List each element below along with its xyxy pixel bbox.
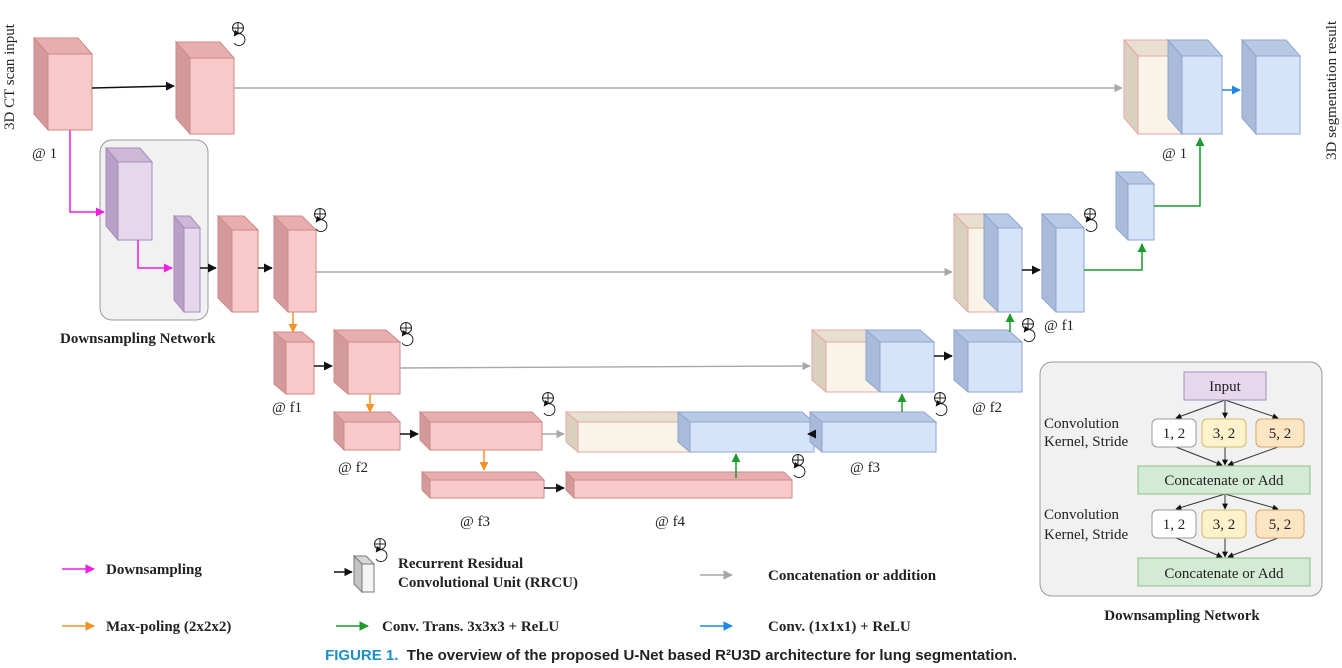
legend-downsampling-label: Downsampling: [106, 562, 202, 578]
level-label-f4: @ f4: [655, 514, 686, 530]
inset-kernel-1-label: 1, 2: [1163, 426, 1186, 442]
inset-kernel-3b-box: [1201, 509, 1247, 539]
enc-f1-block-a: [216, 214, 260, 314]
enc-f3-block-b: [418, 410, 544, 452]
legend-convtrans-label: Conv. Trans. 3x3x3 + ReLU: [382, 619, 559, 635]
legend-rrcu-cube: [352, 554, 376, 594]
inset-title: Downsampling Network: [1104, 608, 1260, 624]
dec-f1-block: [1040, 212, 1086, 314]
skip-f2: [399, 361, 811, 371]
level-label-f3-encoder: @ f3: [460, 514, 490, 530]
level-label-f2-encoder: @ f2: [338, 460, 368, 476]
legend-rrcu-cube-shape: [352, 554, 376, 594]
enc-f4-block-b: [564, 470, 794, 500]
upconv-f1-up: [1084, 243, 1147, 271]
inset-kernel-1b-box: [1151, 509, 1197, 539]
inset-arrow-cat-k1b: [1175, 493, 1226, 511]
inset-concat-box-2: [1137, 557, 1311, 587]
recurrent-symbol-dec-f3: [934, 392, 948, 417]
legend-conv1x1-label: Conv. (1x1x1) + ReLU: [768, 619, 911, 635]
level-label-l1: @ 1: [32, 146, 57, 162]
inset-kernel-5b-label: 5, 2: [1269, 517, 1292, 533]
inset-kernel-3b-label: 3, 2: [1213, 517, 1236, 533]
dec-f2-block: [952, 328, 1024, 394]
input-label: 3D CT scan input: [2, 23, 18, 130]
recurrent-symbol-enc1: [232, 22, 246, 47]
feature-map-blocks: [32, 36, 1302, 500]
inset-arrow-k1b-cat2: [1175, 537, 1223, 558]
dec-f3-concat-blue: [676, 410, 816, 454]
enc-f3-block-a: [332, 410, 402, 452]
inset-conv-label-1a: Convolution: [1044, 416, 1120, 432]
enc1-block: [174, 40, 236, 136]
connection-arrows: [69, 81, 1279, 558]
level-label-f1-encoder: @ f1: [272, 400, 302, 416]
downsample-1: [69, 130, 105, 217]
inset-kernel-1-box: [1151, 418, 1197, 448]
inset-arrow-cat-k5b: [1224, 493, 1279, 511]
enc-f2-block-a: [272, 330, 316, 396]
level-label-out1: @ 1: [1162, 146, 1187, 162]
inset-arrow-in-k1: [1175, 399, 1226, 419]
enc-f2-block-b: [332, 328, 402, 396]
level-label-f1-decoder: @ f1: [1044, 318, 1074, 334]
legend-concat-label: Concatenation or addition: [768, 568, 937, 584]
enc-f4-block-a: [420, 470, 546, 500]
inset-conv-label-2a: Convolution: [1044, 507, 1120, 523]
inset-arrow-k5-cat: [1227, 446, 1279, 466]
inset-concat-label-1: Concatenate or Add: [1164, 473, 1284, 489]
inset-kernel-row-1: 1, 2 3, 2 5, 2: [1151, 418, 1305, 448]
ds-block-1: [104, 146, 154, 242]
dec1-concat-blue: [1166, 38, 1224, 136]
recurrent-symbol-dec-f2: [1022, 318, 1036, 343]
level-label-f2-decoder: @ f2: [972, 400, 1002, 416]
recurrent-symbol-enc-f4: [792, 454, 806, 479]
recurrent-symbols: [232, 22, 1098, 563]
inset-conv-label-2b: Kernel, Stride: [1044, 527, 1128, 543]
inset-arrow-k5b-cat2: [1227, 537, 1279, 558]
dec-f1-up-block: [1114, 170, 1156, 242]
output-label: 3D segmentation result: [1324, 20, 1340, 160]
output-block: [1240, 38, 1302, 136]
recurrent-symbol-legend: [374, 538, 388, 563]
enc-f1-block-b: [272, 214, 318, 314]
recurrent-symbol-dec-f1: [1084, 208, 1098, 233]
legend-rrcu-label-2: Convolutional Unit (RRCU): [398, 575, 578, 591]
inset-kernel-5-label: 5, 2: [1269, 426, 1292, 442]
inset-kernel-3-label: 3, 2: [1213, 426, 1236, 442]
downsample-2: [137, 240, 173, 273]
inset-arrow-k1-cat: [1175, 446, 1223, 466]
inset-conv-label-1b: Kernel, Stride: [1044, 434, 1128, 450]
inset-kernel-3-box: [1201, 418, 1247, 448]
recurrent-symbol-enc-f3: [542, 392, 556, 417]
legend-maxpool-label: Max-poling (2x2x2): [106, 619, 231, 635]
inset-kernel-row-2: 1, 2 3, 2 5, 2: [1151, 509, 1305, 539]
input-block: [32, 36, 94, 132]
inset-arrow-in-k5: [1224, 399, 1279, 420]
inset-concat-label-2: Concatenate or Add: [1164, 566, 1284, 582]
legend-rrcu-label-1: Recurrent Residual: [398, 556, 523, 572]
dec-f2-concat-blue: [864, 328, 936, 394]
downsampling-network-label: Downsampling Network: [60, 331, 216, 347]
ds-block-2: [172, 214, 202, 314]
level-label-f3-decoder: @ f3: [850, 460, 880, 476]
inset-kernel-5-box: [1255, 418, 1305, 448]
dec-f3-block: [808, 410, 938, 454]
inset-concat-box-1: [1137, 465, 1311, 495]
inset-input-label: Input: [1209, 379, 1241, 395]
arrow-input-to-enc1: [91, 81, 175, 91]
inset-kernel-1b-label: 1, 2: [1163, 517, 1186, 533]
inset-input-box: [1183, 371, 1267, 401]
dec-f3-concat-cream: [564, 410, 692, 454]
dec-f1-concat-blue: [982, 212, 1024, 314]
recurrent-symbol-enc-f1: [314, 208, 328, 233]
upconv-to-level1: [1154, 137, 1205, 207]
inset-kernel-5b-box: [1255, 509, 1305, 539]
recurrent-symbol-enc-f2: [400, 322, 414, 347]
